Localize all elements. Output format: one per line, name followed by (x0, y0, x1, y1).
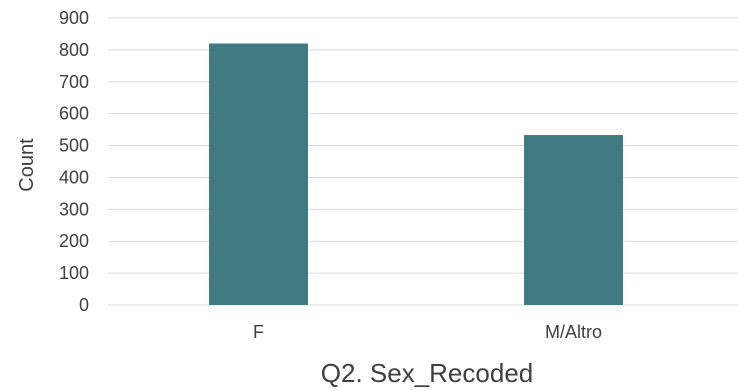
x-axis-title: Q2. Sex_Recoded (321, 358, 533, 388)
y-tick-label-300: 300 (59, 199, 89, 219)
y-tick-label-600: 600 (59, 104, 89, 124)
x-category-label-m-altro: M/Altro (545, 322, 602, 342)
gridlines (108, 17, 738, 306)
x-category-label-f: F (253, 322, 264, 342)
y-tick-label-100: 100 (59, 263, 89, 283)
y-tick-label-700: 700 (59, 72, 89, 92)
y-tick-label-800: 800 (59, 40, 89, 60)
bars (209, 43, 623, 306)
y-tick-label-400: 400 (59, 167, 89, 187)
y-tick-label-500: 500 (59, 136, 89, 156)
y-tick-label-0: 0 (79, 295, 89, 315)
y-tick-label-900: 900 (59, 8, 89, 28)
y-axis-title: Count (16, 138, 38, 192)
bar-m-altro (524, 135, 623, 305)
y-axis-ticks: 0 100 200 300 400 500 600 700 800 900 (59, 8, 89, 315)
x-axis-categories: F M/Altro (253, 322, 602, 342)
bar-f (209, 43, 308, 306)
y-tick-label-200: 200 (59, 231, 89, 251)
